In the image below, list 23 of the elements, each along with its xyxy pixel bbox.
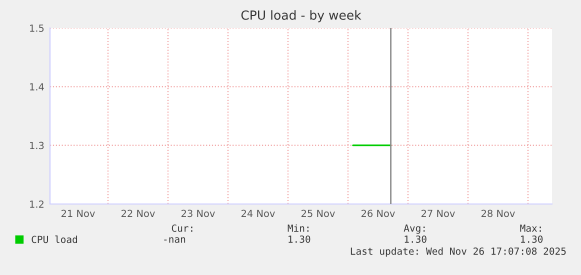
- x-tick-label: 27 Nov: [421, 210, 455, 218]
- text: Max:: [520, 224, 541, 232]
- y-tick-label: 1.3: [30, 142, 44, 150]
- text: Avg:: [404, 224, 425, 234]
- x-tick-label: 23 Nov: [181, 210, 215, 218]
- x-tick-label: 22 Nov: [121, 210, 155, 218]
- chart-title: CPU load - by week: [241, 10, 362, 22]
- text: Cur:: [172, 224, 192, 232]
- legend-label: CPU load: [32, 236, 78, 244]
- text: 1.30: [520, 235, 543, 243]
- text: Last update: Wed Nov 26 17:07:08 2025: [350, 247, 566, 257]
- x-tick-label: 28 Nov: [481, 210, 515, 218]
- x-tick-label: 24 Nov: [241, 210, 275, 218]
- text: -nan: [164, 237, 186, 243]
- text: Min:: [288, 224, 308, 232]
- text: 1.30: [404, 235, 426, 243]
- y-tick-label: 1.2: [30, 200, 44, 208]
- y-tick-label: 1.4: [30, 83, 44, 90]
- x-tick-label: 26 Nov: [361, 210, 395, 218]
- text: 1.30: [288, 235, 310, 243]
- x-tick-label: 21 Nov: [61, 210, 95, 218]
- y-tick-label: 1.5: [30, 24, 44, 32]
- x-tick-label: 25 Nov: [301, 210, 335, 218]
